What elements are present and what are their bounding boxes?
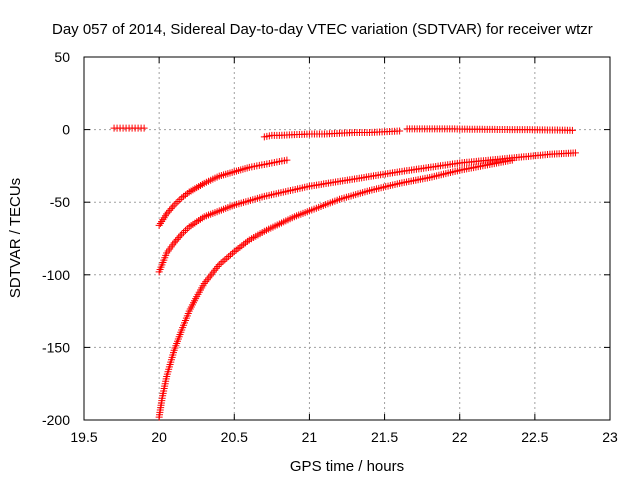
data-point <box>208 270 216 278</box>
data-point <box>170 239 178 247</box>
x-tick-label: 22.5 <box>521 429 548 445</box>
y-tick-label: 50 <box>54 49 70 65</box>
data-point <box>163 210 171 218</box>
data-point <box>225 252 233 260</box>
x-axis-label: GPS time / hours <box>290 458 404 475</box>
data-point <box>219 257 227 265</box>
data-point <box>215 261 223 269</box>
data-point <box>206 272 214 280</box>
data-point <box>140 124 148 132</box>
data-point <box>175 234 183 242</box>
data-point <box>221 256 229 264</box>
data-point <box>203 276 211 284</box>
data-point <box>217 259 225 267</box>
data-point <box>571 149 579 157</box>
data-point <box>172 237 180 245</box>
x-tick-label: 21.5 <box>371 429 398 445</box>
data-point <box>228 249 236 257</box>
plot-frame <box>83 56 611 421</box>
data-point <box>174 197 182 205</box>
data-point <box>170 201 178 209</box>
data-point <box>172 199 180 207</box>
data-point <box>164 208 172 216</box>
data-point <box>508 156 516 164</box>
series-long-arc-near-zero-a <box>260 127 404 141</box>
y-tick-label: 0 <box>62 122 70 138</box>
data-point <box>173 235 181 243</box>
data-point <box>178 230 186 238</box>
x-tick-label: 20.5 <box>221 429 248 445</box>
data-point <box>166 206 174 214</box>
data-point <box>283 156 291 164</box>
data-point <box>176 196 184 204</box>
y-tick-label: -200 <box>42 412 70 428</box>
data-point <box>227 251 235 259</box>
data-point <box>167 205 175 213</box>
series-long-arc-near-zero-b <box>403 125 576 134</box>
series-rising-arc-middle <box>155 149 579 276</box>
data-point <box>212 264 220 272</box>
data-point <box>211 266 219 274</box>
y-tick-label: -100 <box>42 267 70 283</box>
x-tick-label: 19.5 <box>70 429 97 445</box>
x-tick-label: 23 <box>602 429 618 445</box>
x-tick-label: 21 <box>302 429 318 445</box>
y-tick-label: -50 <box>50 194 70 210</box>
series-rising-arc-upper <box>155 156 291 229</box>
data-point <box>205 274 213 282</box>
series-rising-arc-lower <box>155 156 516 421</box>
data-point <box>169 203 177 211</box>
data-point <box>223 254 231 262</box>
data-point <box>568 126 576 134</box>
data-layer <box>110 124 579 421</box>
tick-layer: 19.5 20 20.5 21 21.5 22 22.5 23 -200 -150 -100 -50 0… <box>42 49 618 445</box>
data-point <box>214 263 222 271</box>
chart-title: Day 057 of 2014, Sidereal Day-to-day VTE… <box>52 21 593 38</box>
data-point <box>396 127 404 135</box>
y-axis-label: SDTVAR / TECUs <box>7 178 24 298</box>
series-short-arc-near-zero <box>110 124 148 132</box>
grid-layer <box>84 57 610 420</box>
data-point <box>180 228 188 236</box>
x-tick-label: 20 <box>151 429 167 445</box>
x-tick-label: 22 <box>452 429 468 445</box>
data-point <box>181 227 189 235</box>
data-point <box>176 232 184 240</box>
y-tick-label: -150 <box>42 339 70 355</box>
data-point <box>183 225 191 233</box>
